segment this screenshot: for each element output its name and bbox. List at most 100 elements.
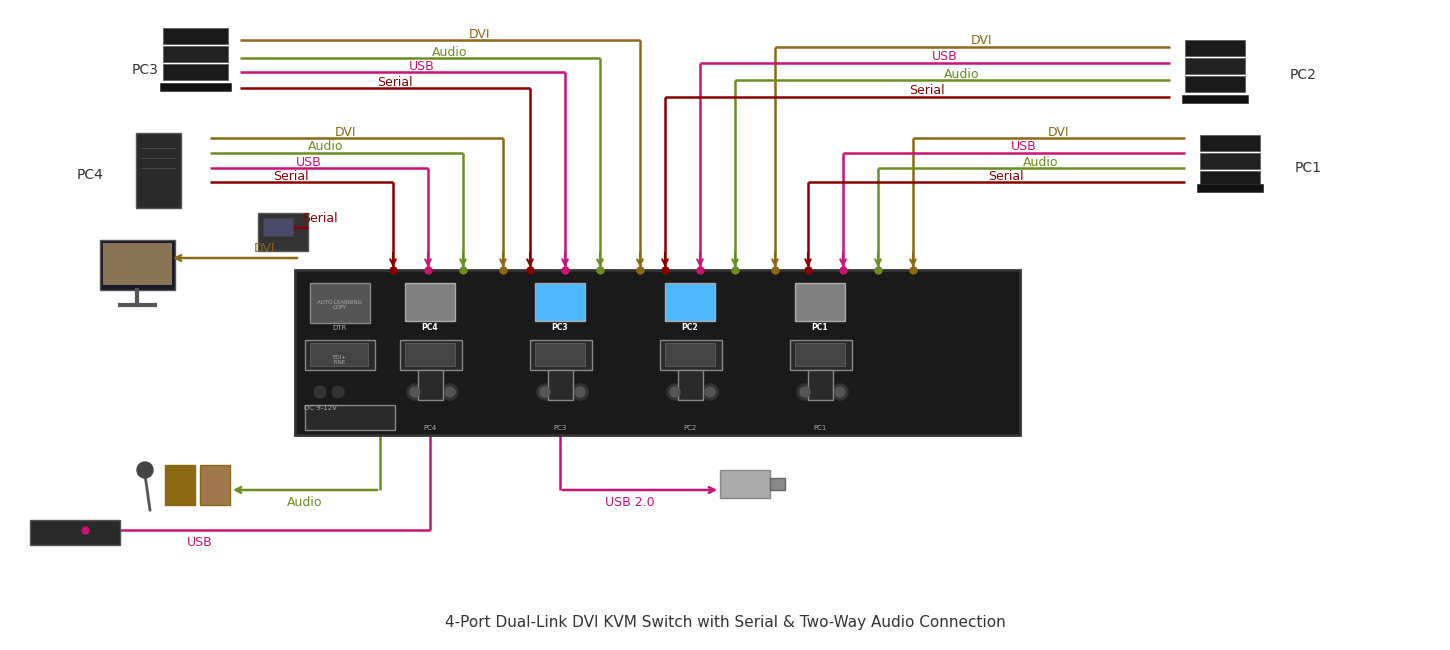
Bar xyxy=(795,283,845,321)
Bar xyxy=(310,343,368,366)
Bar xyxy=(162,64,228,80)
Text: PC3: PC3 xyxy=(132,63,158,77)
Bar xyxy=(548,370,573,400)
Bar xyxy=(721,470,770,498)
Bar xyxy=(531,340,592,370)
Bar xyxy=(790,340,853,370)
Circle shape xyxy=(332,386,344,398)
Bar xyxy=(310,283,370,323)
Text: Serial: Serial xyxy=(377,75,413,88)
Bar xyxy=(30,520,120,545)
Text: DVI: DVI xyxy=(254,242,276,255)
Bar xyxy=(1185,40,1246,56)
Bar xyxy=(808,370,832,400)
Text: USB: USB xyxy=(409,60,435,73)
Text: PC2: PC2 xyxy=(683,425,696,431)
Text: Serial: Serial xyxy=(273,170,309,183)
Text: PC2: PC2 xyxy=(682,323,699,332)
Bar xyxy=(136,133,181,208)
Text: Audio: Audio xyxy=(287,495,323,508)
Text: DVI: DVI xyxy=(1048,125,1070,138)
Circle shape xyxy=(667,384,683,400)
Text: PC4: PC4 xyxy=(77,168,103,182)
Bar xyxy=(100,240,175,290)
Bar xyxy=(770,478,784,490)
Bar xyxy=(535,343,584,366)
Bar xyxy=(405,343,455,366)
Bar xyxy=(1182,95,1248,103)
Bar xyxy=(1201,153,1260,169)
Circle shape xyxy=(442,384,458,400)
Circle shape xyxy=(536,384,552,400)
Circle shape xyxy=(702,384,718,400)
Text: Audio: Audio xyxy=(432,46,468,58)
Text: PC3: PC3 xyxy=(551,323,568,332)
Bar xyxy=(200,465,231,505)
Text: Serial: Serial xyxy=(989,170,1024,183)
Circle shape xyxy=(705,387,715,397)
Circle shape xyxy=(410,387,420,397)
Text: DC 9-12V: DC 9-12V xyxy=(303,405,336,411)
Bar xyxy=(666,283,715,321)
Circle shape xyxy=(539,387,550,397)
Text: DTR: DTR xyxy=(334,325,347,331)
Bar xyxy=(162,28,228,44)
Text: USB: USB xyxy=(187,536,213,549)
Text: USB: USB xyxy=(932,51,958,64)
Text: Serial: Serial xyxy=(909,84,945,98)
Bar xyxy=(304,405,394,430)
Bar xyxy=(535,283,584,321)
Bar xyxy=(103,243,173,285)
Bar xyxy=(165,465,194,505)
Text: USB 2.0: USB 2.0 xyxy=(605,495,655,508)
Bar xyxy=(418,370,444,400)
Circle shape xyxy=(407,384,423,400)
Text: PC4: PC4 xyxy=(423,425,436,431)
Circle shape xyxy=(832,384,848,400)
Circle shape xyxy=(800,387,811,397)
Circle shape xyxy=(571,384,589,400)
Bar xyxy=(1201,135,1260,151)
Text: PC4: PC4 xyxy=(422,323,438,332)
Text: Audio: Audio xyxy=(1024,155,1058,168)
Bar xyxy=(1185,58,1246,74)
Bar xyxy=(660,340,722,370)
Bar xyxy=(400,340,463,370)
Bar xyxy=(1201,171,1260,187)
Bar xyxy=(162,46,228,62)
Bar xyxy=(160,83,231,91)
Circle shape xyxy=(315,386,326,398)
Text: PC3: PC3 xyxy=(554,425,567,431)
Text: 4-Port Dual-Link DVI KVM Switch with Serial & Two-Way Audio Connection: 4-Port Dual-Link DVI KVM Switch with Ser… xyxy=(445,615,1005,630)
Text: Audio: Audio xyxy=(944,68,980,81)
Bar xyxy=(679,370,703,400)
Bar xyxy=(666,343,715,366)
Bar xyxy=(258,213,307,251)
Circle shape xyxy=(576,387,584,397)
Bar xyxy=(304,340,376,370)
Text: Serial: Serial xyxy=(302,211,338,224)
Circle shape xyxy=(835,387,845,397)
Text: EDI+
FINE: EDI+ FINE xyxy=(334,355,347,365)
Text: PC1: PC1 xyxy=(812,323,828,332)
Circle shape xyxy=(798,384,813,400)
Bar xyxy=(405,283,455,321)
Text: PC1: PC1 xyxy=(1295,161,1322,175)
Text: USB: USB xyxy=(1011,140,1037,153)
Bar xyxy=(795,343,845,366)
Bar xyxy=(1198,184,1263,192)
Text: AUTO LEARNING
COPY: AUTO LEARNING COPY xyxy=(318,300,362,311)
Text: PC1: PC1 xyxy=(813,425,826,431)
Text: Audio: Audio xyxy=(309,140,344,153)
Bar xyxy=(262,218,293,236)
Text: USB: USB xyxy=(296,155,322,168)
Bar xyxy=(294,270,1019,435)
Circle shape xyxy=(445,387,455,397)
Circle shape xyxy=(670,387,680,397)
Bar xyxy=(1185,76,1246,92)
Text: PC2: PC2 xyxy=(1290,68,1317,82)
Circle shape xyxy=(136,462,154,478)
Text: DVI: DVI xyxy=(335,125,357,138)
Text: DVI: DVI xyxy=(470,27,490,40)
Text: DVI: DVI xyxy=(972,34,993,47)
